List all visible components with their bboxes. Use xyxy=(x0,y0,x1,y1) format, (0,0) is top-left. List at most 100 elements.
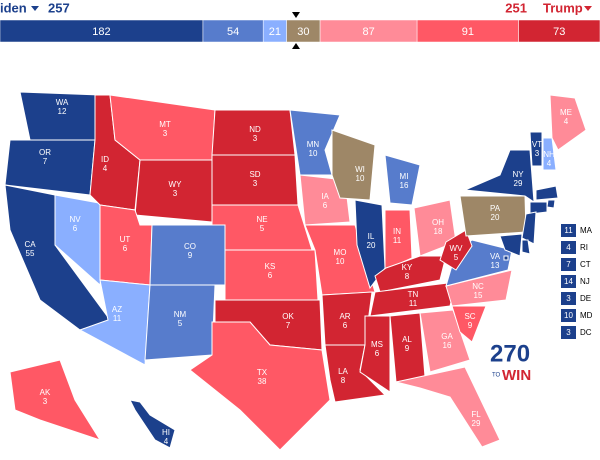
vote-box[interactable] xyxy=(561,292,576,305)
state[interactable] xyxy=(289,109,341,176)
state-votes: 9 xyxy=(188,251,193,260)
state-votes: 6 xyxy=(343,321,348,330)
state-abbr: IN xyxy=(393,227,401,236)
vote-box[interactable] xyxy=(561,275,576,288)
right-candidate[interactable]: Trump xyxy=(543,0,583,15)
segment-label: 21 xyxy=(269,26,281,38)
state-votes: 4 xyxy=(164,437,169,446)
state[interactable] xyxy=(499,233,523,257)
state-abbr: ID xyxy=(101,155,109,164)
state-votes: 10 xyxy=(309,149,318,158)
state-votes: 20 xyxy=(367,241,376,250)
vote-box[interactable] xyxy=(561,224,576,237)
state[interactable] xyxy=(445,269,513,307)
segment-label: 54 xyxy=(227,26,239,38)
state[interactable] xyxy=(542,137,557,171)
state[interactable] xyxy=(503,255,509,261)
state-abbr: HI xyxy=(162,428,170,437)
state-votes: 7 xyxy=(43,157,48,166)
state[interactable] xyxy=(546,199,556,209)
state[interactable] xyxy=(529,201,548,215)
state-votes: 16 xyxy=(443,341,452,350)
state-votes: 5 xyxy=(260,224,265,233)
state-votes: 5 xyxy=(178,319,183,328)
state-votes: 8 xyxy=(405,272,410,281)
state[interactable] xyxy=(439,229,473,271)
segment-label: 73 xyxy=(553,26,565,38)
state-abbr: MI xyxy=(400,172,409,181)
midpoint-marker xyxy=(292,43,300,49)
state-votes: 18 xyxy=(434,227,443,236)
state-votes: 3 xyxy=(43,397,48,406)
dropdown-icon[interactable] xyxy=(584,6,592,11)
state[interactable] xyxy=(521,211,537,245)
vote-box[interactable] xyxy=(561,241,576,254)
state-abbr: TX xyxy=(257,368,268,377)
state[interactable] xyxy=(129,399,176,449)
state-abbr: OH xyxy=(432,218,444,227)
state-votes: 20 xyxy=(491,213,500,222)
state[interactable] xyxy=(464,149,535,203)
state-abbr: OR xyxy=(39,148,51,157)
segment-label: 30 xyxy=(297,26,309,38)
vote-box[interactable] xyxy=(561,258,576,271)
state-votes: 3 xyxy=(535,149,540,158)
state[interactable] xyxy=(189,321,331,451)
state-abbr: SD xyxy=(249,170,260,179)
state[interactable] xyxy=(384,154,421,206)
left-candidate[interactable]: iden xyxy=(0,0,27,15)
state[interactable] xyxy=(395,366,501,448)
small-state-abbr: MD xyxy=(580,311,593,320)
state-votes: 8 xyxy=(341,376,346,385)
state[interactable] xyxy=(521,239,531,255)
state-abbr: SC xyxy=(464,312,475,321)
state-votes: 11 xyxy=(409,299,418,308)
segment-label: 182 xyxy=(92,26,110,38)
vote-box[interactable] xyxy=(561,309,576,322)
state-abbr: AK xyxy=(40,388,51,397)
state-votes: 13 xyxy=(491,261,500,270)
state[interactable] xyxy=(78,279,151,366)
state-abbr: WY xyxy=(169,180,183,189)
state-abbr: NY xyxy=(512,170,524,179)
state[interactable] xyxy=(451,305,487,343)
state[interactable] xyxy=(549,94,587,151)
state-votes: 3 xyxy=(253,134,258,143)
state[interactable] xyxy=(369,281,457,317)
state-votes: 4 xyxy=(547,159,552,168)
state-abbr: NC xyxy=(472,282,484,291)
state-votes: 3 xyxy=(253,179,258,188)
small-state-votes: 7 xyxy=(566,260,571,269)
state-abbr: OK xyxy=(282,312,294,321)
state-abbr: AL xyxy=(402,335,412,344)
dropdown-icon[interactable] xyxy=(31,6,39,11)
small-state-votes: 4 xyxy=(566,243,571,252)
state-votes: 9 xyxy=(468,321,473,330)
state-abbr: AZ xyxy=(112,305,122,314)
state[interactable] xyxy=(535,185,559,201)
state-abbr: KY xyxy=(402,263,413,272)
state[interactable] xyxy=(54,194,111,287)
small-state-abbr: NJ xyxy=(580,277,590,286)
state-abbr: FL xyxy=(471,410,481,419)
state-abbr: IL xyxy=(368,232,375,241)
state[interactable] xyxy=(359,315,391,393)
state-votes: 11 xyxy=(113,314,122,323)
state-abbr: GA xyxy=(441,332,453,341)
state-votes: 3 xyxy=(163,129,168,138)
state-votes: 15 xyxy=(474,291,483,300)
state-abbr: NE xyxy=(256,215,267,224)
state[interactable] xyxy=(9,359,102,441)
state-abbr: CO xyxy=(184,242,196,251)
state[interactable] xyxy=(331,129,376,201)
state[interactable] xyxy=(384,209,413,271)
small-states-list: 11 MA 4 RI 7 CT 14 NJ 3 DE 10 MD 3 DC xyxy=(499,185,593,339)
state[interactable] xyxy=(529,131,543,167)
vote-box[interactable] xyxy=(561,326,576,339)
state-votes: 6 xyxy=(268,271,273,280)
vote-bar: 182 54 21 30 87 91 73 xyxy=(0,19,600,43)
small-state-abbr: RI xyxy=(580,243,588,252)
state-abbr: KS xyxy=(265,262,276,271)
